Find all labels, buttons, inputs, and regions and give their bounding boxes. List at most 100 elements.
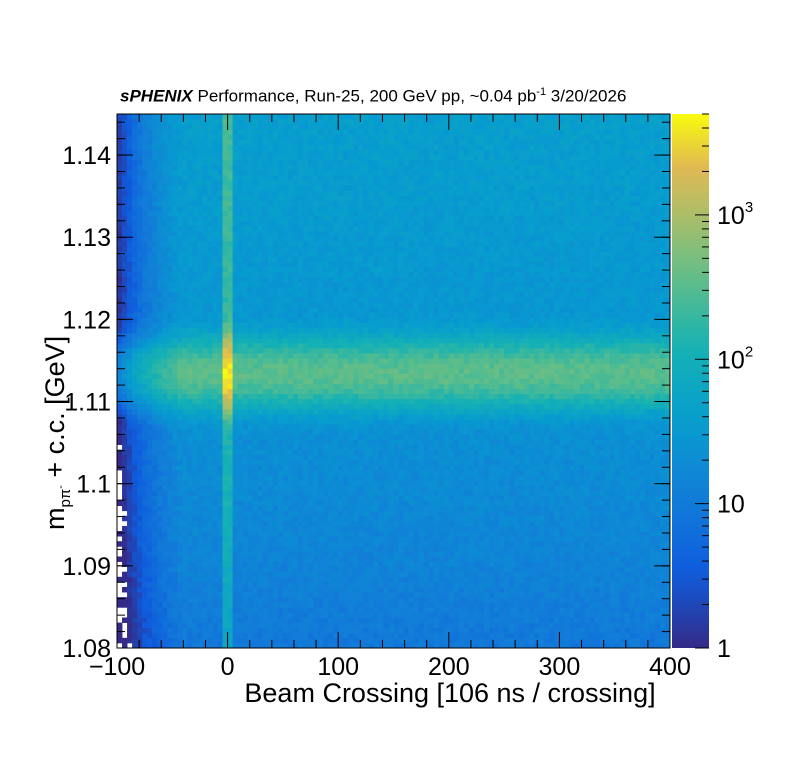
heatmap-cell (117, 597, 123, 603)
heatmap-cell (292, 363, 299, 369)
heatmap-cell (162, 307, 168, 313)
heatmap-cell (282, 368, 289, 374)
heatmap-cell (257, 185, 264, 191)
heatmap-cell (297, 332, 304, 339)
heatmap-cell (257, 210, 264, 217)
heatmap-cell (157, 124, 163, 130)
heatmap-cell (117, 139, 123, 145)
heatmap-cell (257, 642, 264, 649)
heatmap-cell (313, 561, 319, 568)
heatmap-cell (338, 307, 344, 313)
heatmap-cell (247, 546, 254, 552)
heatmap-cell (152, 378, 158, 384)
heatmap-cell (197, 159, 203, 166)
heatmap-cell (162, 337, 168, 344)
heatmap-cell (343, 230, 349, 237)
heatmap-cell (348, 149, 354, 156)
heatmap-cell (303, 439, 309, 445)
heatmap-cell (142, 541, 148, 547)
heatmap-cell (217, 378, 223, 384)
heatmap-cell (142, 622, 148, 629)
heatmap-cell (348, 393, 354, 400)
heatmap-cell (308, 342, 314, 349)
heatmap-cell (122, 434, 128, 440)
heatmap-cell (328, 429, 334, 435)
heatmap-cell (313, 515, 319, 522)
heatmap-cell (242, 114, 249, 120)
heatmap-cell (187, 307, 193, 313)
heatmap-cell (117, 149, 123, 156)
heatmap-cell (207, 556, 213, 562)
heatmap-cell (152, 251, 158, 257)
heatmap-cell (282, 541, 289, 547)
heatmap-cell (132, 353, 138, 359)
heatmap-cell (308, 302, 314, 308)
heatmap-cell (132, 510, 138, 517)
heatmap-cell (338, 220, 344, 227)
heatmap-cell (287, 637, 294, 644)
heatmap-cell (297, 307, 304, 313)
heatmap-cell (287, 607, 294, 613)
heatmap-cell (192, 434, 198, 440)
heatmap-cell (313, 495, 319, 501)
heatmap-cell (192, 531, 198, 537)
heatmap-cell (227, 637, 234, 644)
heatmap-cell (187, 322, 193, 328)
heatmap-cell (232, 586, 239, 593)
heatmap-cell (318, 292, 324, 298)
heatmap-cell (147, 159, 153, 166)
heatmap-cell (162, 454, 168, 461)
heatmap-cell (222, 505, 228, 512)
heatmap-cell (277, 454, 284, 461)
heatmap-cell (192, 246, 198, 252)
heatmap-cell (137, 271, 143, 278)
heatmap-cell (207, 622, 213, 629)
heatmap-cell (313, 536, 319, 542)
heatmap-cell (287, 159, 294, 166)
heatmap-cell (348, 475, 354, 481)
heatmap-cell (348, 536, 354, 542)
heatmap-cell (212, 637, 218, 644)
heatmap-cell (262, 246, 269, 252)
heatmap-cell (282, 642, 289, 649)
heatmap-cell (172, 576, 178, 583)
heatmap-cell (267, 307, 274, 313)
heatmap-cell (187, 454, 193, 461)
heatmap-cell (257, 393, 264, 400)
heatmap-cell (177, 241, 183, 247)
heatmap-cell (122, 114, 128, 120)
heatmap-cell (152, 373, 158, 379)
heatmap-cell (127, 495, 133, 501)
heatmap-cell (207, 576, 213, 583)
heatmap-cell (207, 536, 213, 542)
heatmap-cell (353, 602, 359, 608)
heatmap-cell (127, 510, 133, 517)
heatmap-cell (348, 358, 354, 364)
heatmap-cell (227, 144, 234, 150)
heatmap-cell (242, 180, 249, 186)
heatmap-cell (267, 251, 274, 257)
heatmap-cell (207, 215, 213, 222)
heatmap-cell (318, 368, 324, 374)
heatmap-cell (323, 251, 329, 257)
heatmap-cell (167, 139, 173, 145)
heatmap-cell (192, 622, 198, 629)
heatmap-cell (308, 520, 314, 527)
heatmap-cell (282, 236, 289, 242)
heatmap-cell (308, 332, 314, 339)
heatmap-cell (237, 256, 244, 262)
heatmap-cell (182, 597, 188, 603)
heatmap-cell (338, 154, 344, 161)
heatmap-cell (333, 556, 339, 562)
heatmap-cell (313, 597, 319, 603)
heatmap-cell (212, 561, 218, 568)
heatmap-cell (197, 236, 203, 242)
heatmap-cell (237, 383, 244, 390)
heatmap-cell (297, 495, 304, 501)
heatmap-cell (318, 307, 324, 313)
heatmap-cell (267, 541, 274, 547)
heatmap-cell (323, 388, 329, 395)
heatmap-cell (227, 480, 234, 486)
heatmap-cell (122, 241, 128, 247)
heatmap-cell (162, 546, 168, 552)
